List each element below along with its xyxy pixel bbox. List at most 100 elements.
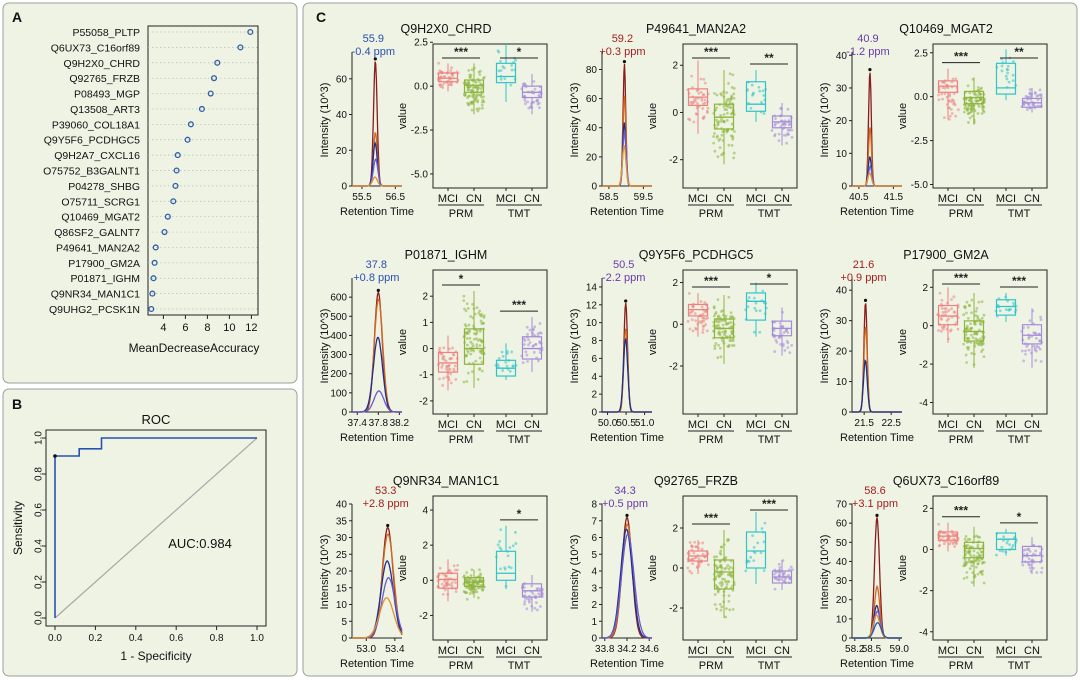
box-data-point (751, 93, 754, 97)
chrom-ytick-label: 40 (586, 123, 598, 134)
box-category-label: MCI (938, 419, 958, 431)
chrom-ylabel: Intensity (10^3) (319, 83, 331, 158)
box-data-point (464, 591, 468, 595)
box-data-point (940, 92, 944, 96)
box-data-point (470, 568, 474, 572)
box-data-point (775, 340, 779, 344)
box-iqr (745, 292, 767, 321)
box-data-point (781, 344, 785, 348)
box-ytick-label: 2 (422, 541, 428, 552)
box-data-point (1026, 326, 1030, 329)
box-data-point (966, 84, 970, 88)
box-data-point (714, 342, 718, 345)
box-data-point (456, 563, 460, 567)
box-data-point (691, 562, 695, 566)
box-data-point (952, 295, 956, 299)
significance-label: *** (704, 511, 718, 525)
box-data-point (1010, 546, 1014, 549)
chrom-ylabel: Intensity (10^3) (319, 309, 331, 384)
box-data-point (726, 573, 730, 577)
box-data-point (690, 74, 694, 78)
box-data-point (952, 533, 955, 537)
chrom-ytick-label: 20 (336, 146, 348, 157)
box-data-point (538, 587, 542, 591)
box-data-point (477, 586, 480, 590)
box-ytick-label: 2 (922, 283, 928, 294)
panel-a-dot (151, 259, 158, 266)
box-data-point (468, 592, 472, 595)
panel-a-category-label: P01871_IGHM (71, 273, 140, 285)
box-data-point (503, 77, 507, 81)
box-data-point (720, 605, 724, 609)
box-data-point (974, 92, 977, 96)
panel-a-category-label: Q13508_ART3 (70, 104, 140, 116)
box-data-point (437, 61, 441, 65)
chrom-ytick-label: 30 (336, 533, 348, 544)
box-data-point (720, 319, 724, 323)
box-data-point (1023, 548, 1027, 552)
box-data-point (729, 311, 733, 315)
panel-a-category-label: P49641_MAN2A2 (56, 242, 140, 254)
box-data-point (514, 58, 517, 62)
box-iqr (963, 541, 985, 559)
box-group-label: PRM (699, 660, 723, 672)
chrom-ytick-label: 100 (330, 388, 347, 399)
box-data-point (727, 295, 731, 299)
box-data-point (465, 579, 468, 582)
box-data-point (713, 91, 716, 95)
box-ylabel: value (647, 103, 659, 129)
chrom-trace (602, 337, 652, 413)
chrom-ytick-label: 70 (836, 500, 848, 511)
box-ytick-label: 0 (922, 545, 928, 556)
box-data-point (965, 561, 969, 564)
box-ytick-label: 0 (672, 564, 678, 575)
chrom-ytick-label: 5 (591, 550, 597, 561)
box-data-point (760, 527, 764, 530)
box-data-point (1027, 563, 1031, 567)
box-data-point (718, 333, 722, 337)
box-data-point (1028, 91, 1032, 95)
chrom-ytick-label: 20 (836, 347, 848, 358)
box-data-point (721, 339, 724, 343)
box-data-point (719, 573, 723, 577)
box-data-point (522, 337, 526, 341)
box-category-label: CN (966, 193, 982, 205)
chrom-ytick-label: 40 (336, 500, 348, 511)
panel-a-category-label: Q9H2X0_CHRD (64, 58, 141, 70)
box-data-point (466, 306, 470, 310)
box-data-point (705, 109, 709, 113)
box-data-point (705, 329, 709, 333)
chrom-xlabel: Retention Time (340, 206, 414, 218)
box-ytick-label: 2 (672, 524, 678, 535)
chrom-trace (852, 172, 902, 187)
box-data-point (468, 73, 472, 77)
chrom-xtick-label: 59.5 (634, 192, 654, 203)
box-data-point (977, 300, 981, 304)
box-data-point (441, 384, 445, 387)
box-data-point (509, 83, 513, 87)
box-data-point (786, 107, 790, 111)
box-data-point (966, 106, 970, 110)
chrom-apex-marker (863, 298, 868, 302)
box-data-point (943, 86, 947, 90)
panel-a-category-label: P17900_GM2A (68, 258, 140, 270)
box-data-point (723, 329, 727, 333)
box-data-point (1024, 94, 1028, 98)
box-data-point (525, 353, 529, 357)
box-data-point (724, 556, 728, 559)
box-plot-frame (432, 269, 548, 415)
box-data-point (967, 121, 970, 124)
box-data-point (717, 330, 721, 334)
box-data-point (1032, 331, 1036, 335)
chrom-ytick-label: 0 (841, 634, 847, 645)
panel-a-dot (247, 28, 254, 36)
box-data-point (471, 89, 475, 93)
chrom-xtick-label: 55.5 (352, 192, 372, 203)
box-data-point (537, 101, 541, 105)
box-ytick-label: 0 (422, 576, 428, 587)
box-data-point (1035, 571, 1039, 574)
box-category-label: CN (716, 419, 732, 431)
box-group-label: PRM (449, 208, 473, 220)
chrom-trace (352, 390, 402, 413)
